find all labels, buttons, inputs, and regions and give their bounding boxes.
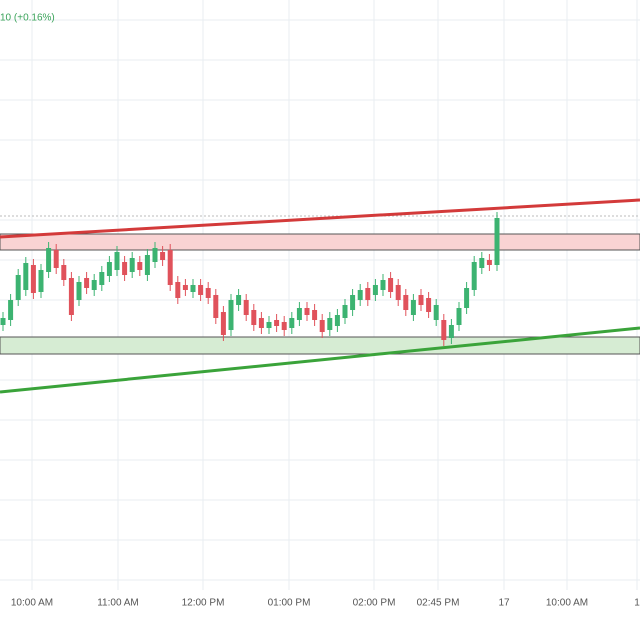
candle-body <box>76 282 82 300</box>
candle-body <box>486 260 492 265</box>
candle-body <box>205 288 211 298</box>
candle-body <box>433 305 439 320</box>
candle-body <box>91 280 97 290</box>
candle-body <box>312 310 318 320</box>
candle-body <box>152 248 158 262</box>
support-zone <box>0 336 640 355</box>
candle-body <box>471 262 477 290</box>
candle-body <box>68 278 74 315</box>
candle-body <box>213 295 219 318</box>
x-tick-label: 02:00 PM <box>353 598 396 609</box>
candle-body <box>99 272 105 285</box>
candle-body <box>289 318 295 328</box>
candle-body <box>38 270 44 292</box>
candle-body <box>0 318 6 325</box>
candle-body <box>479 258 485 268</box>
candle-body <box>160 252 166 260</box>
candle-body <box>84 278 90 288</box>
resistance-zone <box>0 233 640 251</box>
candle-body <box>334 315 340 326</box>
candle-body <box>418 295 424 305</box>
candle-body <box>106 262 112 276</box>
candle-body <box>388 278 394 292</box>
candle-body <box>114 252 120 270</box>
x-tick-label: 10:00 AM <box>11 598 53 609</box>
candle-body <box>281 322 287 330</box>
candle-body <box>144 255 150 275</box>
candle-body <box>266 322 272 328</box>
x-axis: 10:00 AM 11:00 AM 12:00 PM 01:00 PM 02:00 PM… <box>11 598 640 609</box>
candle-body <box>175 282 181 298</box>
candle-body <box>8 300 14 320</box>
candle-body <box>456 308 462 325</box>
candle-body <box>426 298 432 312</box>
candle-body <box>319 320 325 332</box>
candle-body <box>350 295 356 310</box>
candle-body <box>410 300 416 315</box>
candle-body <box>365 288 371 300</box>
candle-body <box>274 320 280 326</box>
x-tick-label: 17 <box>498 598 510 609</box>
candle-body <box>182 285 188 290</box>
candle-body <box>342 305 348 318</box>
candle-body <box>236 295 242 305</box>
x-tick-label: 01:00 PM <box>268 598 311 609</box>
candle-body <box>372 285 378 295</box>
resistance-trendline <box>0 198 640 239</box>
candle-body <box>258 318 264 328</box>
x-tick-label: 1 <box>634 598 640 609</box>
candle-body <box>129 258 135 272</box>
candle-body <box>380 280 386 290</box>
x-tick-label: 12:00 PM <box>182 598 225 609</box>
candle-body <box>46 248 52 272</box>
candle-body <box>61 265 67 280</box>
candle-body <box>167 250 173 285</box>
candle-body <box>228 300 234 330</box>
x-tick-label: 10:00 AM <box>546 598 588 609</box>
candle-body <box>494 218 500 265</box>
candle-body <box>198 285 204 295</box>
candle-body <box>296 308 302 320</box>
candle-body <box>448 325 454 338</box>
candle-body <box>464 288 470 308</box>
candle-body <box>137 262 143 270</box>
candle-body <box>30 265 36 293</box>
candle-body <box>251 310 257 325</box>
x-tick-label: 11:00 AM <box>97 598 139 609</box>
candle-body <box>243 300 249 315</box>
candles <box>0 212 500 346</box>
candle-body <box>403 295 409 310</box>
candle-body <box>441 320 447 340</box>
candle-body <box>304 308 310 315</box>
candle-body <box>395 285 401 300</box>
candle-body <box>357 290 363 300</box>
candle-body <box>122 262 128 275</box>
candle-body <box>23 263 29 290</box>
candle-body <box>190 285 196 292</box>
x-tick-label: 02:45 PM <box>417 598 460 609</box>
price-change: 10 (+0.16%) <box>0 13 55 24</box>
candle-body <box>220 312 226 335</box>
candle-body <box>327 318 333 330</box>
candle-body <box>15 275 21 300</box>
support-trendline <box>0 326 640 394</box>
candle-body <box>53 250 59 268</box>
